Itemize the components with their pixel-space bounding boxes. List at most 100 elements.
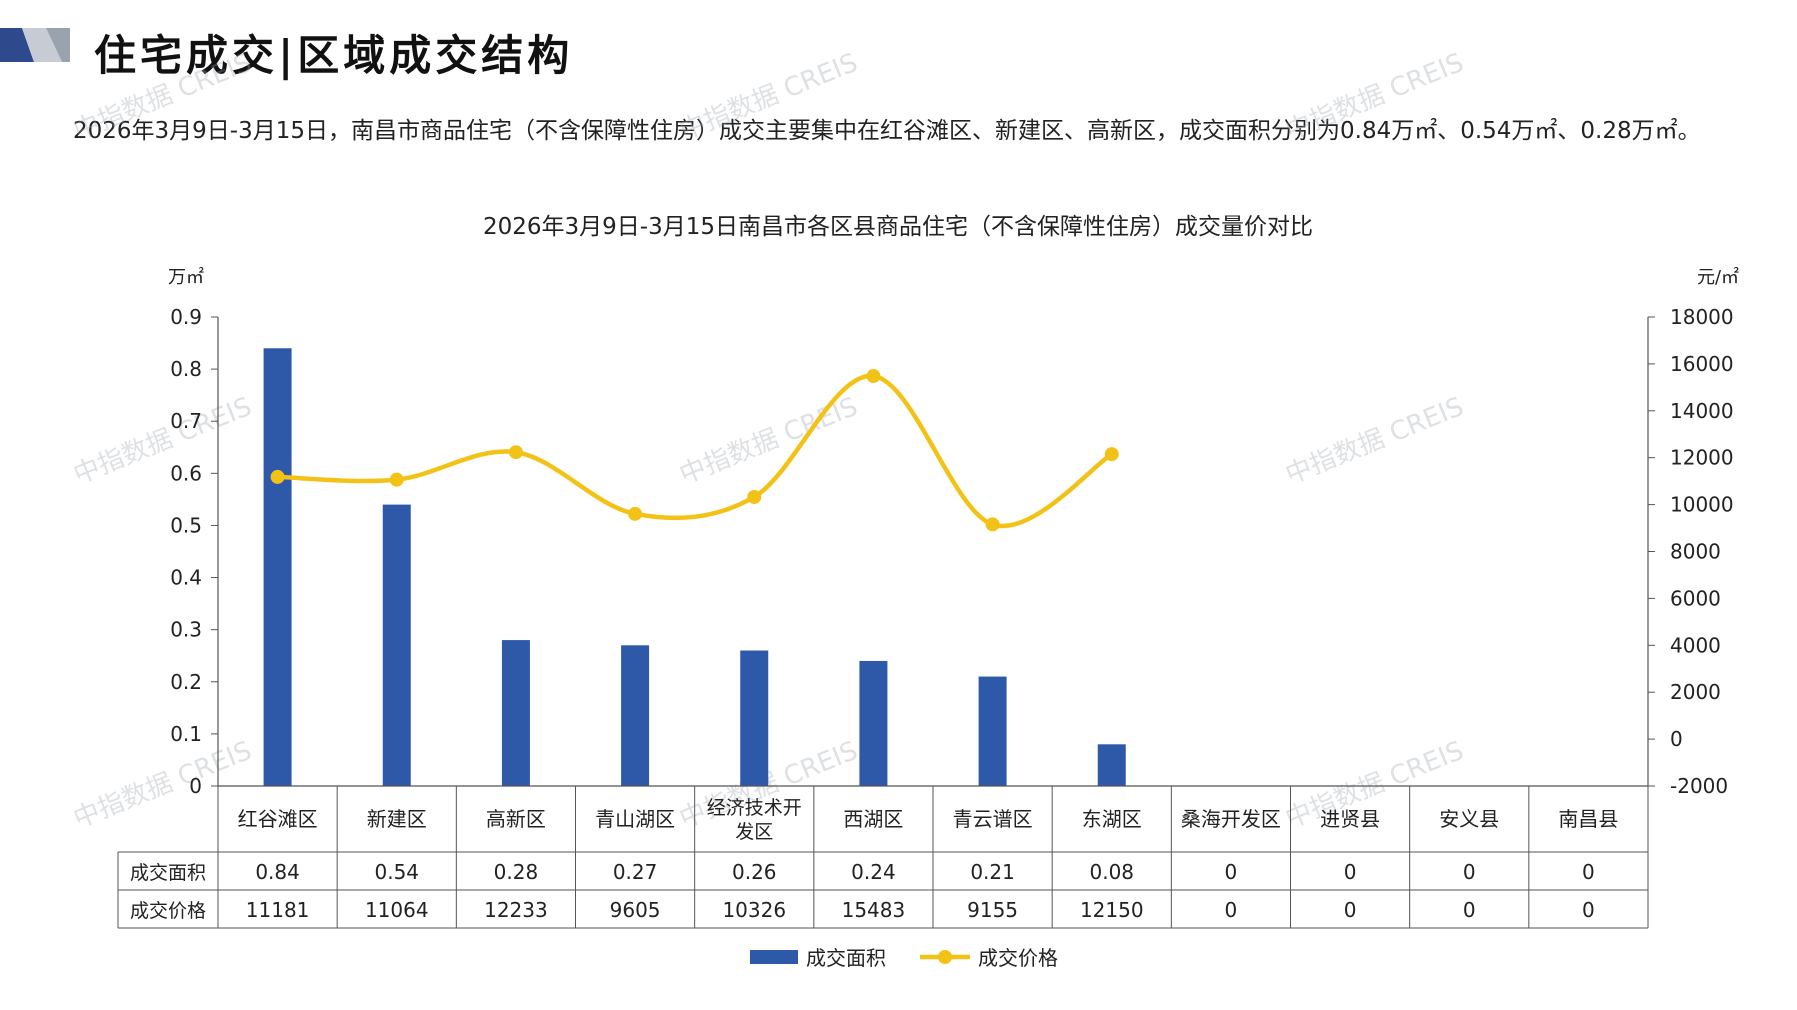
category-label: 新建区 <box>367 807 427 831</box>
legend-label: 成交面积 <box>806 946 886 970</box>
table-cell-area: 0.28 <box>494 860 539 884</box>
y-left-tick-label: 0.5 <box>170 513 202 537</box>
table-cell-price: 12150 <box>1080 898 1144 922</box>
category-label: 东湖区 <box>1082 807 1142 831</box>
table-cell-price: 0 <box>1463 898 1476 922</box>
logo-light-shape <box>46 28 70 62</box>
y-right-tick-label: 18000 <box>1670 305 1734 329</box>
price-point <box>389 472 404 487</box>
table-cell-price: 9155 <box>967 898 1018 922</box>
category-label: 西湖区 <box>843 807 903 831</box>
table-row-header: 成交价格 <box>130 900 206 922</box>
y-right-tick-label: 14000 <box>1670 399 1734 423</box>
table-cell-area: 0.08 <box>1089 860 1134 884</box>
category-label: 进贤县 <box>1320 807 1380 831</box>
bar <box>978 676 1007 786</box>
chart-title: 2026年3月9日-3月15日南昌市各区县商品住宅（不含保障性住房）成交量价对比 <box>483 214 1313 240</box>
bar <box>621 645 650 786</box>
category-label: 南昌县 <box>1558 807 1618 831</box>
y-right-tick-label: -2000 <box>1670 774 1728 798</box>
watermark-text: 中指数据 CREIS <box>675 48 862 147</box>
y-left-tick-label: 0.1 <box>170 722 202 746</box>
table-cell-area: 0.54 <box>374 860 419 884</box>
watermark-text: 中指数据 CREIS <box>1281 392 1468 491</box>
bar <box>501 640 530 786</box>
table-cell-price: 0 <box>1225 898 1238 922</box>
y-left-tick-label: 0.6 <box>170 461 202 485</box>
category-label: 青云谱区 <box>953 807 1033 831</box>
watermark-text: 中指数据 CREIS <box>69 392 256 491</box>
table-cell-area: 0 <box>1225 860 1238 884</box>
watermark-text: 中指数据 CREIS <box>1281 48 1468 147</box>
table-cell-area: 0.27 <box>613 860 658 884</box>
table-cell-price: 9605 <box>610 898 661 922</box>
y-left-tick-label: 0.2 <box>170 670 202 694</box>
data-table: 红谷滩区 新建区 高新区 青山湖区 经济技术开发区 西湖区 青云谱区 东湖区 桑海开发区 进贤县 安… <box>117 785 1649 929</box>
table-cell-area: 0 <box>1344 860 1357 884</box>
legend-swatch-bar <box>750 950 798 964</box>
price-point <box>866 369 881 384</box>
summary-text: 2026年3月9日-3月15日，南昌市商品住宅（不含保障性住房）成交主要集中在红… <box>73 118 1701 144</box>
y-left-tick-label: 0.9 <box>170 305 202 329</box>
watermark-text: 中指数据 CREIS <box>675 392 862 491</box>
y-right-tick-label: 8000 <box>1670 540 1721 564</box>
table-cell-area: 0.84 <box>255 860 300 884</box>
bar <box>382 504 411 786</box>
bar-series <box>263 348 1126 786</box>
brand-logo-mark <box>0 28 70 62</box>
legend: 成交面积 成交价格 <box>750 946 1058 970</box>
category-label: 红谷滩区 <box>238 807 318 831</box>
y-right-tick-label: 2000 <box>1670 680 1721 704</box>
y-left-tick-label: 0.8 <box>170 357 202 381</box>
watermark-text: 中指数据 CREIS <box>69 48 256 147</box>
y-left-unit-label: 万㎡ <box>168 266 204 288</box>
table-cell-price: 11181 <box>246 898 310 922</box>
y-left-tick-label: 0.7 <box>170 409 202 433</box>
y-right-unit-label: 元/㎡ <box>1697 266 1739 288</box>
axes: 0 0.1 0.2 0.3 0.4 0.5 0.6 0.7 0.8 0.9 -2000 0 2000 40… <box>170 305 1733 798</box>
price-point <box>747 489 762 504</box>
y-right-tick-label: 10000 <box>1670 493 1734 517</box>
price-point <box>508 445 523 460</box>
table-cell-price: 15483 <box>842 898 906 922</box>
category-label: 安义县 <box>1439 807 1499 831</box>
logo-gray-shape <box>22 28 62 62</box>
watermark-text: 中指数据 CREIS <box>69 736 256 835</box>
y-left-tick-label: 0.3 <box>170 618 202 642</box>
page-header: 住宅成交|区域成交结构 <box>0 0 1797 100</box>
legend-swatch-marker <box>938 950 952 964</box>
watermark-text: 中指数据 CREIS <box>675 736 862 835</box>
price-point <box>628 506 643 521</box>
table-cell-area: 0 <box>1463 860 1476 884</box>
bar <box>740 650 769 786</box>
price-line <box>277 373 1113 529</box>
price-point <box>1104 447 1119 462</box>
table-row-header: 成交面积 <box>130 862 206 884</box>
y-right-tick-label: 12000 <box>1670 446 1734 470</box>
y-right-tick-label: 16000 <box>1670 352 1734 376</box>
y-right-tick-label: 4000 <box>1670 633 1721 657</box>
page-title: 住宅成交|区域成交结构 <box>94 31 574 80</box>
table-cell-price: 11064 <box>365 898 429 922</box>
category-label: 经济技术开发区 <box>707 797 802 843</box>
y-left-tick-label: 0 <box>189 774 202 798</box>
line-series <box>270 369 1119 532</box>
bar <box>1097 744 1126 786</box>
table-cell-area: 0.21 <box>970 860 1015 884</box>
table-cell-price: 0 <box>1582 898 1595 922</box>
table-cell-price: 10326 <box>722 898 786 922</box>
category-label: 高新区 <box>486 807 546 831</box>
bar <box>263 348 292 786</box>
table-cell-area: 0.24 <box>851 860 896 884</box>
y-right-tick-label: 6000 <box>1670 586 1721 610</box>
logo-dark-shape <box>0 28 34 62</box>
legend-label: 成交价格 <box>978 946 1058 970</box>
y-left-tick-label: 0.4 <box>170 566 202 590</box>
price-point <box>270 469 285 484</box>
y-right-tick-label: 0 <box>1670 727 1683 751</box>
table-cell-area: 0.26 <box>732 860 777 884</box>
category-label: 青山湖区 <box>595 807 675 831</box>
table-cell-price: 0 <box>1344 898 1357 922</box>
price-point <box>985 517 1000 532</box>
